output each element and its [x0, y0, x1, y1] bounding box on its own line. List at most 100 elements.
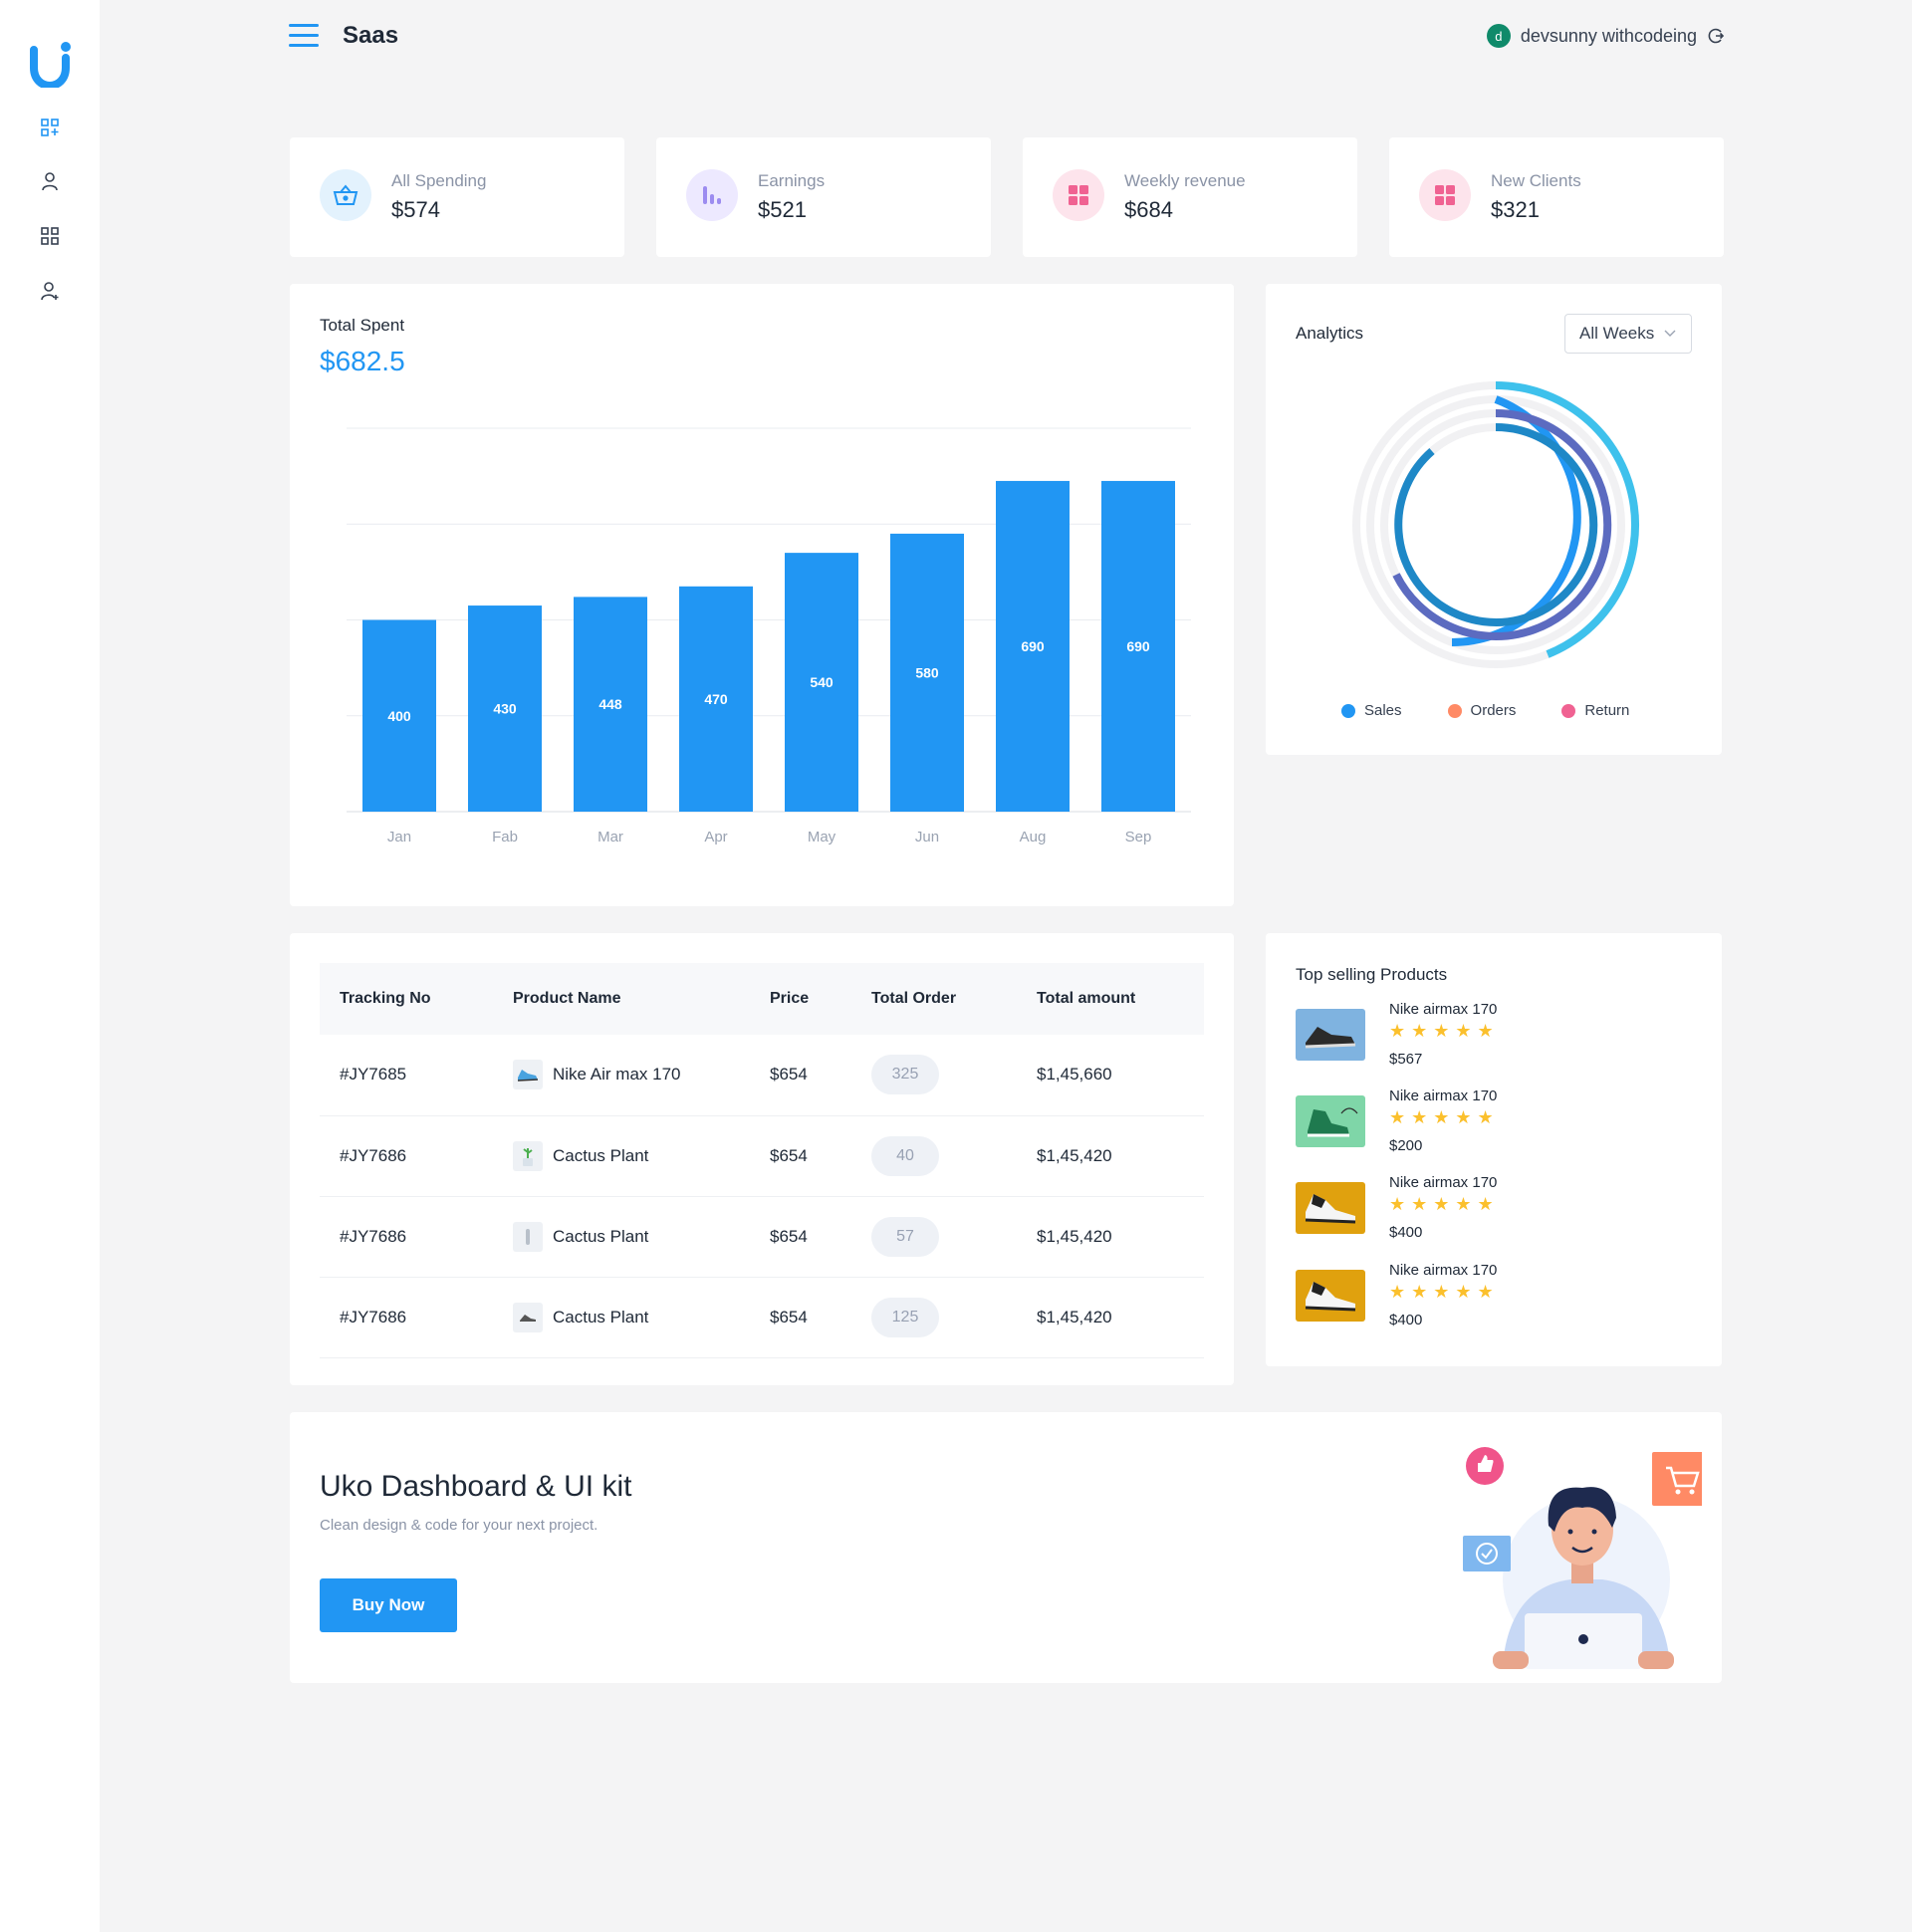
logout-icon[interactable] [1707, 27, 1725, 45]
product-name: Cactus Plant [553, 1145, 649, 1165]
week-filter-select[interactable]: All Weeks [1564, 314, 1692, 354]
star-rating-icon: ★★★★★ [1389, 1282, 1500, 1302]
list-item[interactable]: Nike airmax 170 ★★★★★ $400 [1296, 1174, 1654, 1254]
legend-item-orders: Orders [1447, 702, 1517, 719]
sidebar [0, 0, 100, 1932]
table-row[interactable]: #JY7685 Nike Air max 170 $654 325 $1,45,… [320, 1035, 1204, 1116]
bar-value-label: 448 [598, 696, 622, 712]
bar[interactable] [890, 533, 964, 812]
legend-item-return: Return [1561, 702, 1629, 719]
product-thumbnail [1296, 1182, 1365, 1234]
bar[interactable] [362, 619, 436, 813]
product-price: $567 [1389, 1051, 1423, 1068]
product-name: Nike Air max 170 [553, 1065, 681, 1085]
total-order-badge: 325 [871, 1055, 939, 1095]
bar[interactable] [1101, 480, 1175, 812]
table-header-row: Tracking No Product Name Price Total Ord… [320, 963, 1204, 1035]
legend-label: Orders [1470, 702, 1517, 719]
hamburger-menu-icon[interactable] [289, 22, 321, 50]
column-header[interactable]: Total Order [851, 963, 1017, 1035]
price: $654 [750, 1115, 851, 1197]
stat-card-weekly-revenue: Weekly revenue $684 [1023, 137, 1357, 257]
promo-title: Uko Dashboard & UI kit [320, 1470, 632, 1503]
user-menu[interactable]: d devsunny withcodeing [1486, 24, 1725, 48]
table-row[interactable]: #JY7686 Cactus Plant $654 125 $1,45,420 [320, 1277, 1204, 1358]
total-spent-card: Total Spent $682.5 400 Jan 430 Fab 448 Mar 470… [290, 284, 1234, 906]
product-name: Nike airmax 170 [1389, 1174, 1498, 1191]
column-header[interactable]: Product Name [493, 963, 750, 1035]
star-rating-icon: ★★★★★ [1389, 1021, 1500, 1041]
product-name: Cactus Plant [553, 1226, 649, 1246]
legend-label: Return [1584, 702, 1630, 719]
shoe-icon [513, 1060, 543, 1090]
list-item[interactable]: Nike airmax 170 ★★★★★ $567 [1296, 1001, 1654, 1081]
legend-dot [1561, 703, 1576, 718]
sidebar-grid-icon[interactable] [38, 224, 62, 248]
stat-label: Earnings [758, 171, 826, 190]
radial-arc-return [1394, 423, 1598, 626]
basket-icon [320, 169, 371, 221]
orders-table: Tracking No Product Name Price Total Ord… [320, 963, 1204, 1358]
sidebar-dashboard-icon[interactable] [38, 116, 62, 139]
bar-value-label: 540 [810, 674, 834, 690]
total-order-badge: 57 [871, 1216, 939, 1257]
avatar[interactable]: d [1486, 24, 1511, 48]
radial-arc-sales [1451, 395, 1581, 646]
product-thumbnail [1296, 1009, 1365, 1061]
top-selling-card: Top selling Products Nike airmax 170 ★★★… [1266, 933, 1722, 1366]
bar[interactable] [996, 480, 1070, 812]
column-header[interactable]: Tracking No [320, 963, 493, 1035]
total-order-badge: 40 [871, 1135, 939, 1176]
user-name[interactable]: devsunny withcodeing [1520, 25, 1697, 46]
uko-logo-icon[interactable] [28, 40, 72, 88]
bar[interactable] [574, 597, 647, 812]
stat-value: $521 [758, 197, 807, 222]
total-amount: $1,45,420 [1017, 1196, 1204, 1278]
developer-illustration [1463, 1447, 1702, 1669]
chart-title: Total Spent [320, 316, 405, 335]
promo-subtitle: Clean design & code for your next projec… [320, 1517, 598, 1534]
legend-label: Sales [1364, 702, 1402, 719]
product-price: $400 [1389, 1312, 1423, 1328]
bar[interactable] [679, 586, 753, 812]
x-tick-label: Aug [1020, 829, 1047, 845]
stat-card-earnings: Earnings $521 [656, 137, 991, 257]
sidebar-add-user-icon[interactable] [38, 279, 62, 303]
plant-icon [513, 1140, 543, 1171]
product-name: Nike airmax 170 [1389, 1262, 1498, 1279]
legend-dot [1341, 703, 1355, 718]
bar[interactable] [785, 553, 858, 812]
stat-label: All Spending [391, 171, 487, 190]
legend-item-sales: Sales [1341, 702, 1402, 719]
analytics-card: Analytics All Weeks Sales Orders Return [1266, 284, 1722, 755]
buy-now-button[interactable]: Buy Now [320, 1578, 457, 1632]
list-item[interactable]: Nike airmax 170 ★★★★★ $400 [1296, 1262, 1654, 1341]
bar[interactable] [468, 605, 542, 812]
x-tick-label: Sep [1125, 829, 1152, 845]
bottle-icon [513, 1221, 543, 1252]
sidebar-user-icon[interactable] [38, 169, 62, 193]
star-rating-icon: ★★★★★ [1389, 1194, 1500, 1214]
table-row[interactable]: #JY7686 Cactus Plant $654 57 $1,45,420 [320, 1196, 1204, 1278]
product-thumbnail [1296, 1095, 1365, 1147]
product-name: Nike airmax 170 [1389, 1001, 1498, 1018]
tracking-no: #JY7686 [320, 1277, 493, 1358]
column-header[interactable]: Total amount [1017, 963, 1204, 1035]
x-tick-label: May [808, 829, 836, 845]
column-header[interactable]: Price [750, 963, 851, 1035]
bar-value-label: 690 [1126, 638, 1150, 654]
price: $654 [750, 1277, 851, 1358]
total-order-badge: 125 [871, 1297, 939, 1337]
x-tick-label: Mar [598, 829, 623, 845]
grid-icon [1419, 169, 1471, 221]
chevron-down-icon [1664, 330, 1676, 337]
stat-card-new-clients: New Clients $321 [1389, 137, 1724, 257]
promo-banner: Uko Dashboard & UI kit Clean design & co… [290, 1412, 1722, 1683]
price: $654 [750, 1035, 851, 1116]
list-item[interactable]: Nike airmax 170 ★★★★★ $200 [1296, 1087, 1654, 1167]
stat-label: New Clients [1491, 171, 1581, 190]
table-row[interactable]: #JY7686 Cactus Plant $654 40 $1,45,420 [320, 1115, 1204, 1197]
bar-chart: 400 Jan 430 Fab 448 Mar 470 Apr 540 May 580 Jun 690 A… [347, 427, 1191, 845]
bar-value-label: 580 [915, 664, 939, 680]
stat-label: Weekly revenue [1124, 171, 1246, 190]
